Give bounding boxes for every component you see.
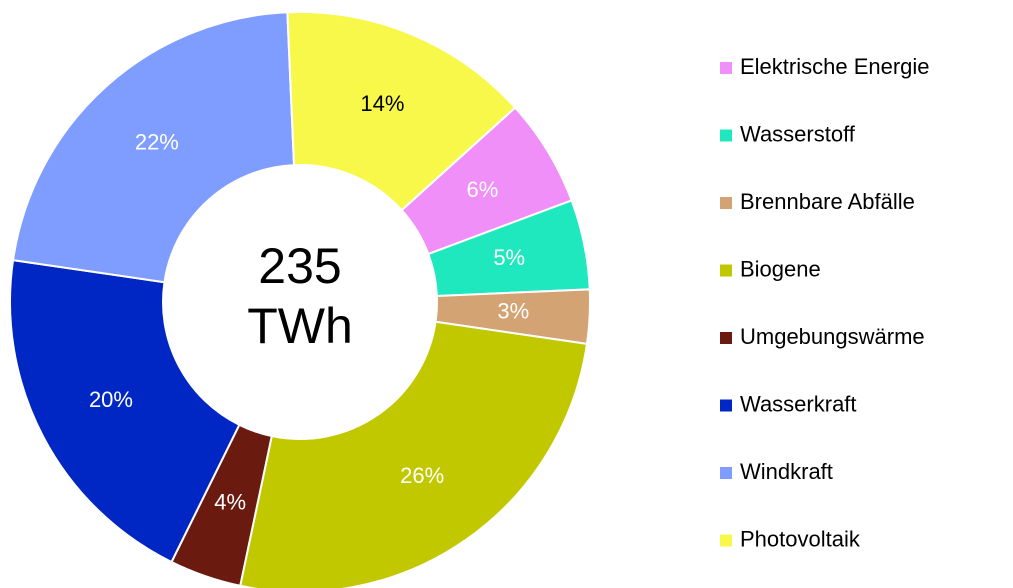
data-label: 20% — [89, 387, 133, 412]
donut-segment — [286, 11, 517, 212]
legend-swatch — [720, 399, 732, 412]
legend-swatch — [720, 332, 732, 344]
legend-label: Biogene — [740, 256, 821, 281]
donut-segment — [239, 320, 589, 588]
center-value: 235 — [258, 238, 341, 294]
data-label: 26% — [400, 463, 444, 488]
legend-swatch — [720, 129, 732, 142]
center-unit: TWh — [247, 298, 353, 354]
data-label: 6% — [467, 177, 499, 202]
data-label: 5% — [493, 245, 525, 270]
legend-label: Umgebungswärme — [740, 324, 925, 349]
donut-segment — [11, 11, 296, 284]
legend-label: Wasserkraft — [740, 391, 857, 416]
legend-swatch — [720, 467, 732, 479]
legend-label: Elektrische Energie — [740, 54, 930, 79]
donut-segment — [9, 259, 241, 564]
legend-swatch — [720, 534, 732, 547]
data-label: 22% — [135, 129, 179, 154]
legend-label: Brennbare Abfälle — [740, 189, 915, 214]
data-label: 14% — [360, 91, 404, 116]
legend-swatch — [720, 197, 732, 209]
legend-label: Photovoltaik — [740, 526, 861, 551]
data-label: 3% — [497, 299, 529, 324]
legend-swatch — [720, 62, 732, 74]
legend-label: Windkraft — [740, 459, 833, 484]
legend-label: Wasserstoff — [740, 121, 856, 146]
legend-swatch — [720, 264, 732, 277]
data-label: 4% — [214, 490, 246, 515]
